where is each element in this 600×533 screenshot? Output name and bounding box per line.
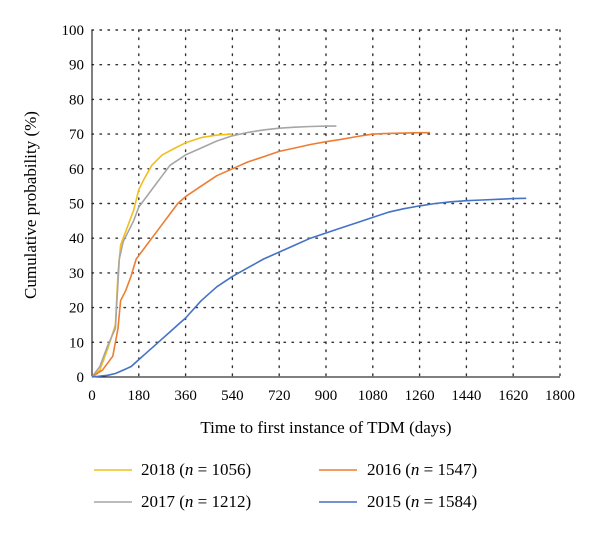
x-tick-label: 0 — [88, 388, 96, 404]
y-tick-label: 30 — [69, 266, 84, 282]
axes — [91, 30, 560, 378]
x-tick-labels: 0 180 360 540 720 900 1080 1260 1440 1620 1800 — [88, 388, 575, 404]
y-axis-title: Cumulative probability (%) — [21, 111, 40, 299]
legend-item-2015: 2015 (n = 1584) — [319, 492, 477, 511]
x-tick-label: 1800 — [545, 388, 575, 404]
legend-item-2018: 2018 (n = 1056) — [94, 460, 251, 479]
x-tick-label: 180 — [128, 388, 151, 404]
y-tick-label: 90 — [69, 58, 84, 74]
x-tick-label: 1620 — [498, 388, 528, 404]
y-tick-label: 40 — [69, 231, 84, 247]
series-line-2015 — [91, 197, 527, 378]
series-line-2016 — [91, 131, 430, 378]
legend-label-2015: 2015 (n = 1584) — [367, 492, 477, 511]
y-tick-label: 60 — [69, 162, 84, 178]
y-tick-label: 20 — [69, 301, 84, 317]
x-tick-label: 1080 — [358, 388, 388, 404]
x-tick-label: 900 — [315, 388, 338, 404]
legend: 2018 (n = 1056) 2016 (n = 1547) 2017 (n = … — [94, 460, 477, 511]
y-tick-label: 100 — [62, 23, 85, 39]
x-tick-label: 540 — [221, 388, 244, 404]
legend-label-2017: 2017 (n = 1212) — [141, 492, 251, 511]
legend-item-2016: 2016 (n = 1547) — [319, 460, 477, 479]
x-tick-label: 1440 — [451, 388, 481, 404]
y-tick-label: 10 — [69, 335, 84, 351]
series-line-2017 — [91, 125, 337, 378]
x-tick-label: 720 — [268, 388, 291, 404]
y-tick-label: 50 — [69, 197, 84, 213]
x-tick-label: 1260 — [405, 388, 435, 404]
y-tick-label: 70 — [69, 127, 84, 143]
y-tick-labels: 0 10 20 30 40 50 60 70 80 90 100 — [62, 23, 85, 386]
legend-label-2016: 2016 (n = 1547) — [367, 460, 477, 479]
series-lines — [91, 125, 527, 378]
legend-item-2017: 2017 (n = 1212) — [94, 492, 251, 511]
x-tick-label: 360 — [174, 388, 197, 404]
x-axis-title: Time to first instance of TDM (days) — [200, 418, 451, 437]
legend-label-2018: 2018 (n = 1056) — [141, 460, 251, 479]
series-line-2018 — [91, 133, 233, 378]
y-tick-label: 0 — [77, 370, 85, 386]
y-tick-label: 80 — [69, 92, 84, 108]
grid-lines — [91, 29, 561, 378]
